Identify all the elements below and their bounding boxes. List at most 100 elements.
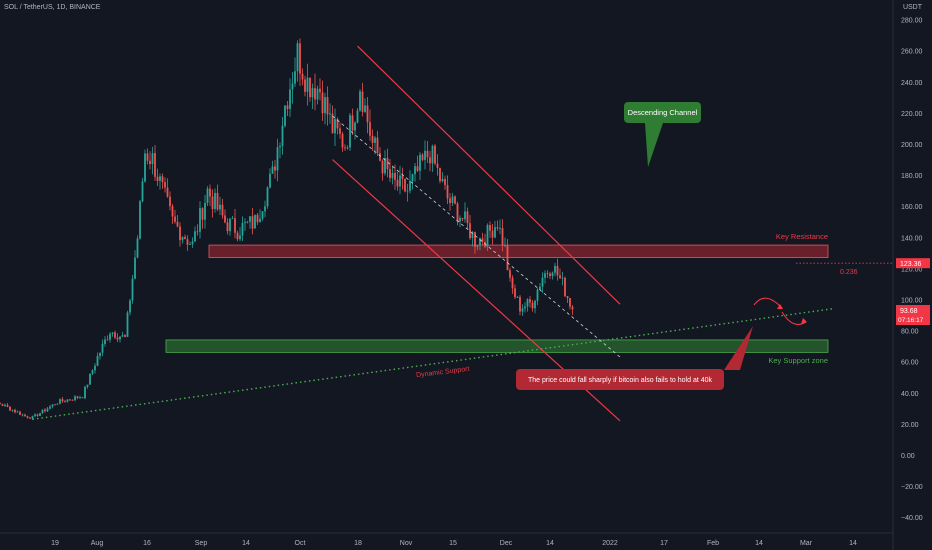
- candle: [26, 415, 29, 419]
- candle: [69, 399, 71, 401]
- candle-body: [564, 277, 566, 297]
- candle: [356, 108, 359, 124]
- candle: [334, 108, 336, 146]
- candle: [34, 413, 36, 418]
- candle-body: [126, 312, 129, 337]
- candle-body: [179, 226, 181, 241]
- candle-body: [181, 236, 184, 241]
- candle-body: [406, 190, 409, 192]
- candle-body: [324, 97, 326, 114]
- candle-body: [79, 397, 81, 399]
- candle-body: [429, 157, 431, 164]
- candle: [371, 129, 374, 151]
- candle-body: [566, 296, 569, 298]
- candle: [354, 121, 356, 140]
- candle: [366, 96, 369, 134]
- candle-body: [521, 308, 524, 312]
- candle-body: [384, 158, 386, 174]
- candle-body: [209, 188, 211, 197]
- candle-body: [96, 356, 99, 366]
- candle-body: [81, 397, 84, 399]
- candle-body: [401, 175, 404, 179]
- candle: [239, 227, 241, 242]
- candle-body: [426, 150, 429, 158]
- candle-body: [111, 332, 114, 334]
- candle-body: [0, 403, 1, 405]
- candle-body: [554, 265, 556, 273]
- candle-body: [69, 399, 71, 401]
- candle: [459, 215, 461, 228]
- candle-body: [24, 414, 26, 417]
- candle: [494, 220, 496, 239]
- candle-body: [489, 225, 491, 231]
- candle-body: [371, 135, 374, 143]
- candle-body: [234, 218, 236, 233]
- candle-body: [74, 396, 76, 401]
- candle: [539, 283, 541, 291]
- x-tick-label: Sep: [195, 540, 208, 547]
- candle-body: [146, 153, 149, 161]
- candle: [544, 270, 546, 284]
- candle-body: [219, 204, 221, 210]
- candle-body: [26, 416, 29, 418]
- candle: [434, 143, 436, 166]
- candle-body: [499, 227, 501, 229]
- candle-body: [269, 173, 271, 188]
- candle-body: [424, 150, 426, 160]
- candle: [361, 82, 364, 117]
- candle-body: [546, 273, 549, 275]
- candle: [251, 207, 254, 235]
- candle: [329, 103, 331, 124]
- candle-body: [56, 403, 59, 405]
- candle-body: [19, 411, 21, 415]
- candle: [551, 271, 554, 280]
- candle: [481, 232, 484, 246]
- candle-body: [121, 335, 124, 337]
- candle: [109, 332, 111, 343]
- x-tick-label: Mar: [800, 540, 813, 547]
- x-tick-label: 14: [242, 540, 250, 547]
- candle: [186, 235, 189, 251]
- candle: [449, 193, 451, 211]
- candle: [274, 159, 276, 179]
- candle: [196, 224, 199, 236]
- candle-body: [279, 146, 281, 148]
- candle-body: [506, 245, 509, 271]
- candle: [224, 209, 226, 224]
- candle-body: [369, 122, 371, 136]
- candle: [281, 117, 284, 155]
- candle: [384, 150, 386, 176]
- candle: [256, 213, 259, 225]
- candle: [11, 409, 14, 413]
- candle-body: [301, 73, 304, 80]
- candle: [126, 310, 129, 338]
- candle: [501, 219, 504, 252]
- candle: [379, 147, 381, 162]
- candle: [0, 402, 1, 405]
- candle: [166, 178, 169, 198]
- projection-arrow-1: [753, 297, 783, 309]
- y-tick-label: 140.00: [901, 235, 923, 242]
- candle: [86, 384, 89, 389]
- key-support-zone: [165, 339, 829, 353]
- candle: [511, 275, 514, 295]
- candle-body: [151, 153, 154, 165]
- candle-body: [559, 275, 561, 279]
- candle: [519, 295, 521, 316]
- candle-body: [419, 154, 421, 171]
- candle: [269, 168, 271, 189]
- candle-body: [394, 172, 396, 180]
- candle: [321, 80, 324, 121]
- candle: [396, 171, 399, 191]
- candles: [0, 38, 574, 420]
- candle: [74, 395, 76, 402]
- candle-body: [216, 192, 219, 210]
- candle-body: [174, 216, 176, 222]
- candle: [491, 223, 494, 245]
- last-price-badge: [896, 305, 930, 325]
- candle: [244, 218, 246, 231]
- candle-body: [436, 163, 439, 168]
- candle-body: [441, 179, 444, 182]
- candle-body: [486, 225, 489, 247]
